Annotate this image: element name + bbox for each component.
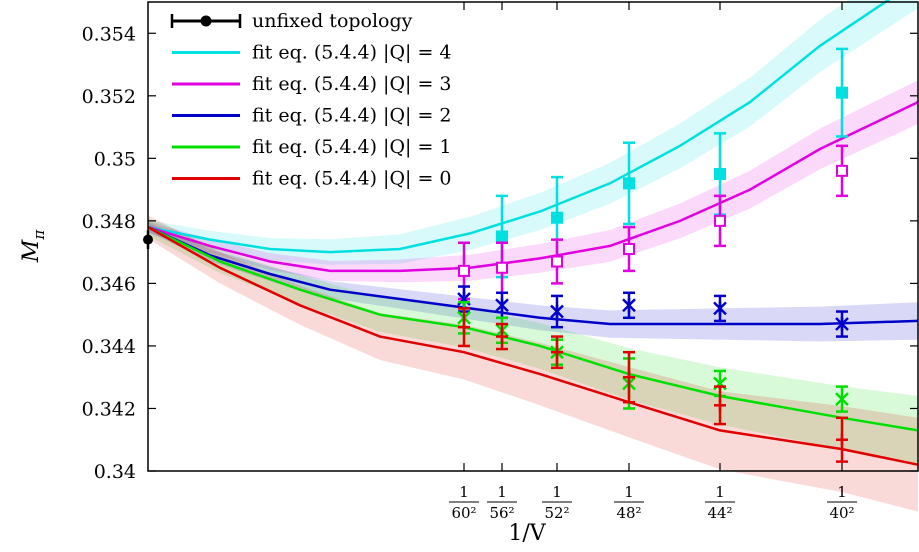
x-tick-label-numerator: 1 xyxy=(715,483,725,501)
data-point-0-4 xyxy=(836,47,848,138)
y-tick-label: 0.344 xyxy=(82,336,136,358)
y-axis-title: Mπ xyxy=(19,229,48,264)
y-tick-label: 0.352 xyxy=(82,86,136,108)
legend-item-5: fit eq. (5.4.4) |Q| = 0 xyxy=(172,168,452,190)
data-point-2-5 xyxy=(835,310,849,338)
y-tick-label: 0.354 xyxy=(82,23,136,45)
axes: 0.34 0.342 0.344 0.346 0.348 0.35 0.352 0.354 1 6… xyxy=(82,1,919,522)
band-3 xyxy=(148,218,918,465)
data-point-1-4 xyxy=(714,194,726,248)
data-point-4-2 xyxy=(551,335,563,370)
data-point-2-2 xyxy=(550,294,564,329)
y-axis-title-sub: π xyxy=(30,229,48,241)
x-tick-label-denominator: 52² xyxy=(544,504,569,522)
y-tick-label: 0.348 xyxy=(82,211,136,233)
data-point-3-5 xyxy=(835,385,849,413)
band-2 xyxy=(148,222,918,342)
legend-item-4: fit eq. (5.4.4) |Q| = 1 xyxy=(172,136,452,158)
fit-curve-4 xyxy=(147,226,919,466)
data-point-1-2 xyxy=(551,238,563,285)
data-point-0-2 xyxy=(623,141,635,226)
data-point-2-4 xyxy=(713,294,727,323)
x-tick-label-denominator: 56² xyxy=(489,504,514,522)
y-tick-label: 0.34 xyxy=(94,461,136,483)
x-axis-title: 1/V xyxy=(508,521,546,546)
fit-curve-2 xyxy=(147,225,919,326)
x-tick-label-numerator: 1 xyxy=(497,483,507,501)
y-tick-label: 0.346 xyxy=(82,273,136,295)
x-tick-label-denominator: 40² xyxy=(829,504,854,522)
y-tick-label: 0.342 xyxy=(82,398,136,420)
plot-frame xyxy=(147,1,919,472)
legend-item-2: fit eq. (5.4.4) |Q| = 3 xyxy=(172,73,452,95)
x-tick-label-denominator: 44² xyxy=(707,504,732,522)
data-point-2-3 xyxy=(622,291,636,320)
legend-label: unfixed topology xyxy=(252,10,413,32)
y-axis-title-main: M xyxy=(19,239,44,263)
data-points xyxy=(143,47,849,463)
band-0 xyxy=(148,0,918,265)
legend-item-3: fit eq. (5.4.4) |Q| = 2 xyxy=(172,105,452,127)
x-tick-label-numerator: 1 xyxy=(552,483,562,501)
data-point-4-5 xyxy=(836,416,848,463)
band-4 xyxy=(148,215,918,512)
legend-label: fit eq. (5.4.4) |Q| = 3 xyxy=(252,73,452,95)
y-tick-label: 0.35 xyxy=(94,148,136,170)
fit-curves xyxy=(147,0,919,466)
legend: unfixed topology fit eq. (5.4.4) |Q| = 4 f… xyxy=(170,10,452,190)
data-point-4-4 xyxy=(714,385,726,426)
legend-label: fit eq. (5.4.4) |Q| = 1 xyxy=(252,136,452,158)
legend-label: fit eq. (5.4.4) |Q| = 2 xyxy=(252,105,452,127)
data-point-1-3 xyxy=(623,225,635,273)
legend-item-1: fit eq. (5.4.4) |Q| = 4 xyxy=(172,42,452,64)
legend-label: fit eq. (5.4.4) |Q| = 0 xyxy=(252,168,452,190)
data-point-4-0 xyxy=(458,307,470,348)
data-point-4-1 xyxy=(496,322,508,351)
x-tick-label-numerator: 1 xyxy=(837,483,847,501)
x-tick-label-denominator: 48² xyxy=(616,504,641,522)
data-point-1-5 xyxy=(836,144,848,198)
legend-item-0: unfixed topology xyxy=(170,10,413,32)
x-tick-label-denominator: 60² xyxy=(451,504,476,522)
x-tick-label-numerator: 1 xyxy=(459,483,469,501)
fit-curve-0 xyxy=(147,0,891,254)
legend-label: fit eq. (5.4.4) |Q| = 4 xyxy=(252,42,452,64)
x-tick-label-numerator: 1 xyxy=(624,483,634,501)
data-point-4-3 xyxy=(623,350,635,404)
